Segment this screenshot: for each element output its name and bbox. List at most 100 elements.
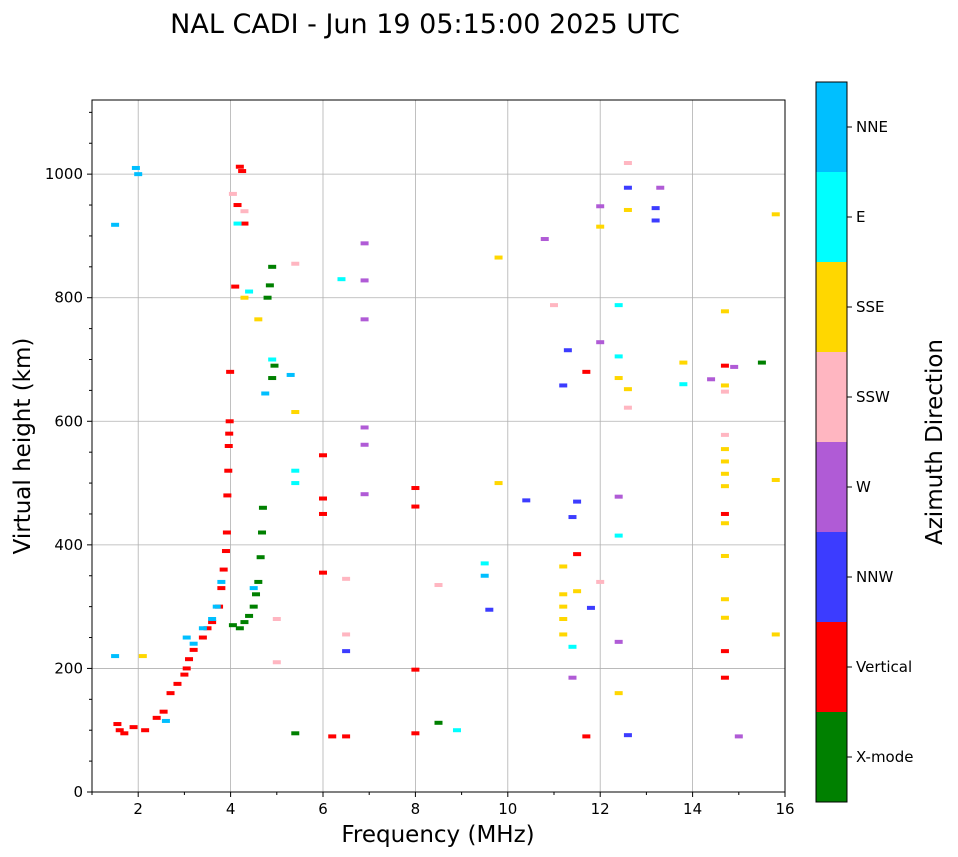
point-vertical xyxy=(219,567,228,572)
point-w xyxy=(596,204,605,209)
colorbar-frame xyxy=(815,81,848,803)
point-sse xyxy=(771,632,780,637)
point-nne xyxy=(261,391,270,396)
y-tick-label: 1000 xyxy=(45,165,83,183)
x-axis-label: Frequency (MHz) xyxy=(341,822,534,848)
x-tick-label: 4 xyxy=(226,800,236,818)
point-nnw xyxy=(623,185,632,190)
point-vertical xyxy=(226,369,235,374)
point-nne xyxy=(134,172,143,177)
point-vertical xyxy=(720,511,729,516)
point-ssw xyxy=(623,161,632,166)
y-axis-ticks: 0 200 400 600 800 1000 xyxy=(45,111,92,801)
point-w xyxy=(568,675,577,680)
point-e xyxy=(568,644,577,649)
chart-title: NAL CADI - Jun 19 05:15:00 2025 UTC xyxy=(170,9,680,40)
point-vertical xyxy=(231,284,240,289)
point-vertical xyxy=(411,504,420,509)
point-vertical xyxy=(342,734,351,739)
point-sse xyxy=(720,553,729,558)
point-vertical xyxy=(720,675,729,680)
point-ssw xyxy=(342,576,351,581)
point-sse xyxy=(596,224,605,229)
point-vertical xyxy=(235,164,244,169)
point-sse xyxy=(291,410,300,415)
point-vertical xyxy=(319,511,327,516)
point-nne xyxy=(131,165,140,170)
point-nne xyxy=(208,617,217,621)
point-w xyxy=(360,278,369,283)
x-tick-label: 6 xyxy=(318,800,328,818)
point-sse xyxy=(771,212,780,217)
point-vertical xyxy=(582,369,591,374)
point-nne xyxy=(480,573,489,578)
point-sse xyxy=(494,481,503,486)
point-x-mode xyxy=(252,592,261,597)
point-e xyxy=(291,468,300,473)
point-nnw xyxy=(563,348,572,353)
point-sse xyxy=(720,471,729,476)
colorbar-segment xyxy=(816,442,847,532)
point-vertical xyxy=(225,431,234,436)
point-sse xyxy=(614,691,623,696)
colorbar-tick-label: E xyxy=(856,208,865,226)
point-x-mode xyxy=(228,623,237,628)
point-nnw xyxy=(651,218,660,223)
point-vertical xyxy=(319,570,327,575)
point-x-mode xyxy=(434,720,443,725)
point-x-mode xyxy=(256,555,265,560)
colorbar-label: Azimuth Direction xyxy=(922,339,948,545)
point-nne xyxy=(161,718,170,723)
point-vertical xyxy=(115,728,124,733)
x-tick-label: 10 xyxy=(498,800,517,818)
point-x-mode xyxy=(258,530,267,535)
point-vertical xyxy=(411,667,420,672)
point-nnw xyxy=(651,206,660,211)
colorbar-segment xyxy=(816,622,847,712)
point-vertical xyxy=(573,552,582,557)
point-vertical xyxy=(319,496,327,501)
colorbar-tick-label: SSE xyxy=(856,298,885,316)
point-w xyxy=(540,237,549,242)
x-tick-label: 8 xyxy=(411,800,421,818)
point-sse xyxy=(240,295,249,300)
point-x-mode xyxy=(757,360,766,365)
point-sse xyxy=(559,632,568,637)
point-nne xyxy=(182,635,191,640)
point-x-mode xyxy=(235,626,244,631)
point-e xyxy=(679,382,688,387)
x-tick-label: 16 xyxy=(775,800,794,818)
point-vertical xyxy=(120,731,129,736)
point-sse xyxy=(559,617,568,621)
point-nne xyxy=(249,586,258,591)
colorbar-tick-label: Vertical xyxy=(856,658,912,676)
point-vertical xyxy=(222,530,231,535)
point-nnw xyxy=(586,605,595,610)
point-ssw xyxy=(342,632,351,637)
point-nne xyxy=(111,654,120,659)
point-sse xyxy=(559,592,568,597)
point-vertical xyxy=(223,493,232,498)
point-w xyxy=(730,364,739,369)
point-w xyxy=(656,185,665,190)
point-x-mode xyxy=(254,579,263,584)
colorbar-tick-label: SSW xyxy=(856,388,890,406)
y-tick-label: 400 xyxy=(54,536,83,554)
point-sse xyxy=(720,309,729,314)
point-vertical xyxy=(182,666,191,671)
point-nnw xyxy=(623,733,632,738)
point-w xyxy=(360,425,369,430)
point-nne xyxy=(111,222,120,227)
y-tick-label: 800 xyxy=(54,289,83,307)
point-ssw xyxy=(291,261,300,266)
point-nne xyxy=(217,579,226,584)
colorbar-segment xyxy=(816,82,847,172)
plot-frame xyxy=(91,99,786,793)
point-ssw xyxy=(228,191,237,196)
point-ssw xyxy=(720,432,729,437)
point-vertical xyxy=(152,715,161,720)
point-sse xyxy=(720,597,729,602)
point-vertical xyxy=(224,444,233,448)
point-ssw xyxy=(623,405,632,410)
